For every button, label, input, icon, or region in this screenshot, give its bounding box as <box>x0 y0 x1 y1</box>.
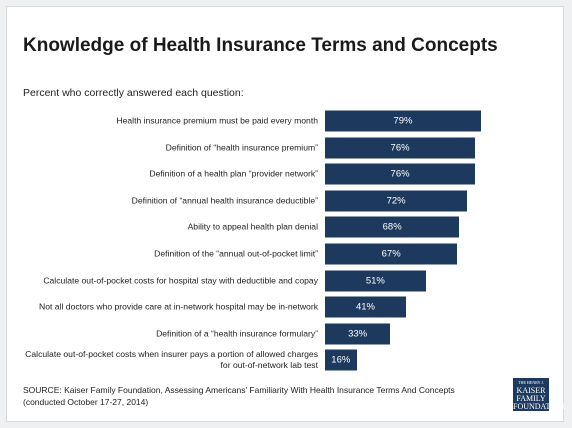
logo-text: KAISER <box>516 386 546 395</box>
category-label: Definition of “health insurance premium” <box>165 142 318 153</box>
chart-subtitle: Percent who correctly answered each ques… <box>23 87 244 99</box>
category-label: Definition of the “annual out-of-pocket … <box>154 248 318 259</box>
category-label: Not all doctors who provide care at in-n… <box>39 301 318 312</box>
value-label: 16% <box>331 354 351 366</box>
logo: THE HENRY J. KAISER FAMILY FOUNDATION <box>513 378 565 411</box>
bar <box>325 216 460 238</box>
category-label: Ability to appeal health plan denial <box>187 221 318 232</box>
value-label: 68% <box>382 221 402 233</box>
category-label: Calculate out-of-pocket costs for hospit… <box>43 275 318 286</box>
chart-title: Knowledge of Health Insurance Terms and … <box>23 35 498 56</box>
bar <box>325 163 476 185</box>
value-label: 33% <box>348 328 368 340</box>
logo-text: FOUNDATION <box>513 402 565 411</box>
category-label: Definition of a “health insurance formul… <box>156 328 318 339</box>
chart-card: Knowledge of Health Insurance Terms and … <box>6 6 565 422</box>
bar <box>325 243 458 265</box>
bar <box>325 110 482 132</box>
source-note: SOURCE: Kaiser Family Foundation, Assess… <box>23 385 455 407</box>
value-label: 41% <box>355 301 375 313</box>
value-label: 72% <box>386 195 406 207</box>
value-label: 51% <box>365 275 385 287</box>
category-label: Calculate out-of-pocket costs when insur… <box>25 349 318 371</box>
bar <box>325 137 476 159</box>
value-label: 76% <box>390 168 410 180</box>
logo-text: THE HENRY J. <box>518 380 544 385</box>
logo-text: FAMILY <box>516 394 546 403</box>
value-label: 76% <box>390 142 410 154</box>
bar <box>325 349 357 371</box>
value-label: 67% <box>381 248 401 260</box>
bar <box>325 270 426 292</box>
category-label: Health insurance premium must be paid ev… <box>116 115 318 126</box>
bar <box>325 190 468 212</box>
category-label: Definition of “annual health insurance d… <box>131 195 318 206</box>
value-label: 79% <box>393 115 413 127</box>
category-label: Definition of a health plan “provider ne… <box>149 168 318 179</box>
bar <box>325 296 406 318</box>
bar <box>325 323 391 345</box>
